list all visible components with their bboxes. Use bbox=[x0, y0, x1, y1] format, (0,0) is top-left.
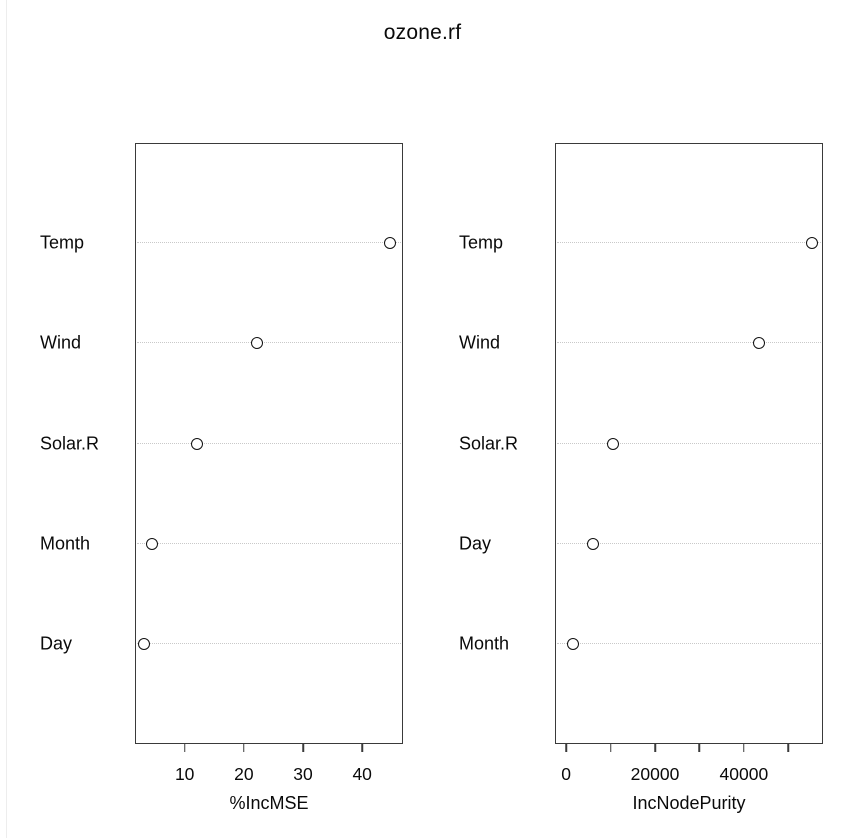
axis-tick bbox=[565, 744, 567, 752]
axis-tick-label: 20000 bbox=[630, 764, 680, 784]
category-label: Solar.R bbox=[459, 433, 519, 453]
row-dotted-line bbox=[557, 642, 821, 644]
axis-tick bbox=[787, 744, 790, 752]
row-dotted-line bbox=[557, 242, 821, 244]
category-label: Temp bbox=[459, 232, 504, 253]
plot-title: ozone.rf bbox=[383, 21, 462, 44]
row-dotted-line bbox=[137, 442, 401, 444]
category-label: Wind bbox=[40, 332, 82, 353]
category-label: Day bbox=[459, 533, 492, 554]
axis-tick bbox=[698, 744, 701, 752]
axis-tick bbox=[361, 744, 363, 752]
data-point bbox=[752, 337, 765, 350]
category-label: Day bbox=[40, 633, 73, 654]
category-label: Wind bbox=[459, 332, 501, 353]
axis-tick bbox=[183, 744, 186, 752]
pane-edge-divider bbox=[6, 0, 7, 838]
data-point bbox=[190, 437, 203, 450]
data-point bbox=[383, 237, 396, 250]
data-point bbox=[145, 537, 158, 550]
axis-tick-label: 0 bbox=[561, 764, 571, 784]
panel-frame bbox=[555, 143, 823, 744]
axis-tick-label: 20 bbox=[234, 764, 254, 784]
axis-tick bbox=[609, 744, 612, 752]
row-dotted-line bbox=[137, 542, 401, 544]
axis-tick-label: 40000 bbox=[719, 764, 769, 784]
axis-tick-label: 40 bbox=[352, 764, 372, 784]
row-dotted-line bbox=[557, 542, 821, 544]
data-point bbox=[567, 637, 580, 650]
data-point bbox=[138, 637, 151, 650]
axis-tick bbox=[302, 744, 304, 752]
axis-tick-label: 30 bbox=[293, 764, 313, 784]
x-axis-label: IncNodePurity bbox=[632, 793, 746, 813]
row-dotted-line bbox=[557, 342, 821, 344]
data-point bbox=[250, 337, 263, 350]
row-dotted-line bbox=[137, 342, 401, 344]
axis-tick bbox=[243, 744, 245, 752]
row-dotted-line bbox=[137, 642, 401, 644]
data-point bbox=[607, 437, 620, 450]
category-label: Month bbox=[459, 633, 510, 654]
category-label: Solar.R bbox=[40, 433, 100, 453]
category-label: Month bbox=[40, 533, 91, 554]
axis-tick bbox=[743, 744, 745, 752]
row-dotted-line bbox=[557, 442, 821, 444]
axis-tick bbox=[654, 744, 656, 752]
axis-tick-label: 10 bbox=[174, 764, 195, 784]
row-dotted-line bbox=[137, 242, 401, 244]
x-axis-label: %IncMSE bbox=[229, 793, 309, 813]
data-point bbox=[805, 237, 818, 250]
data-point bbox=[587, 537, 600, 550]
category-label: Temp bbox=[40, 232, 85, 253]
panel-frame bbox=[135, 143, 403, 744]
